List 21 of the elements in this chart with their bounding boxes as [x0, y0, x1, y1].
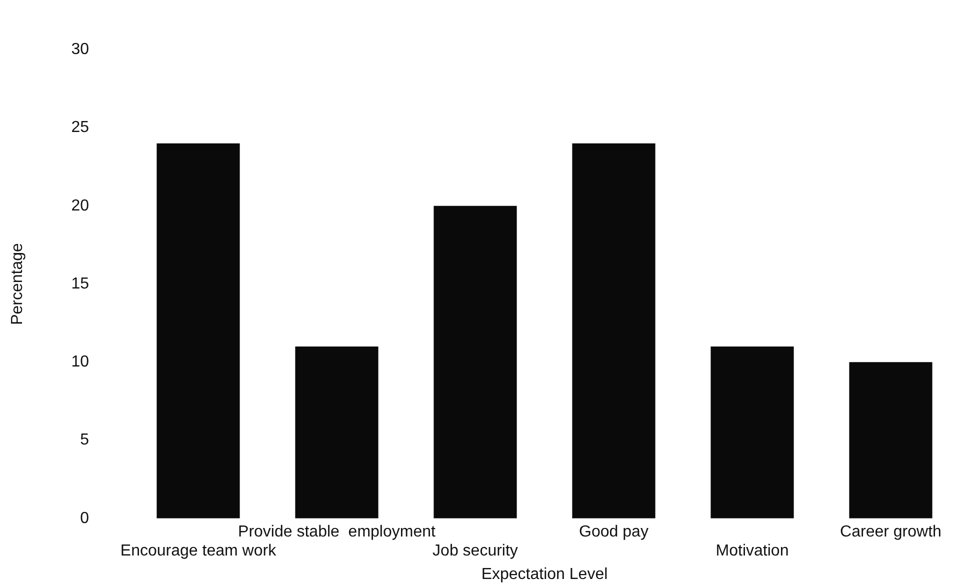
bar — [572, 143, 656, 518]
y-axis-title: Percentage — [9, 242, 26, 325]
bar — [849, 362, 932, 518]
y-tick-label: 0 — [80, 510, 90, 527]
x-tick-label: Encourage team work — [120, 542, 278, 560]
y-tick-label: 10 — [71, 354, 90, 371]
y-tick-label: 30 — [71, 41, 90, 58]
x-axis-title: Expectation Level — [481, 566, 608, 583]
bar — [295, 346, 378, 518]
bar — [710, 346, 794, 518]
y-tick-label: 20 — [71, 197, 90, 214]
x-tick-label: Motivation — [716, 542, 789, 560]
x-tick-label: Career growth — [840, 523, 942, 540]
y-tick-label: 25 — [71, 119, 90, 136]
bar — [156, 143, 240, 518]
y-tick-label: 15 — [71, 275, 90, 292]
x-tick-label: Job security — [432, 542, 518, 560]
x-tick-label: Provide stable employment — [238, 523, 436, 540]
y-tick-label: 5 — [80, 432, 90, 449]
x-tick-label: Good pay — [579, 523, 648, 540]
bar — [434, 206, 517, 518]
